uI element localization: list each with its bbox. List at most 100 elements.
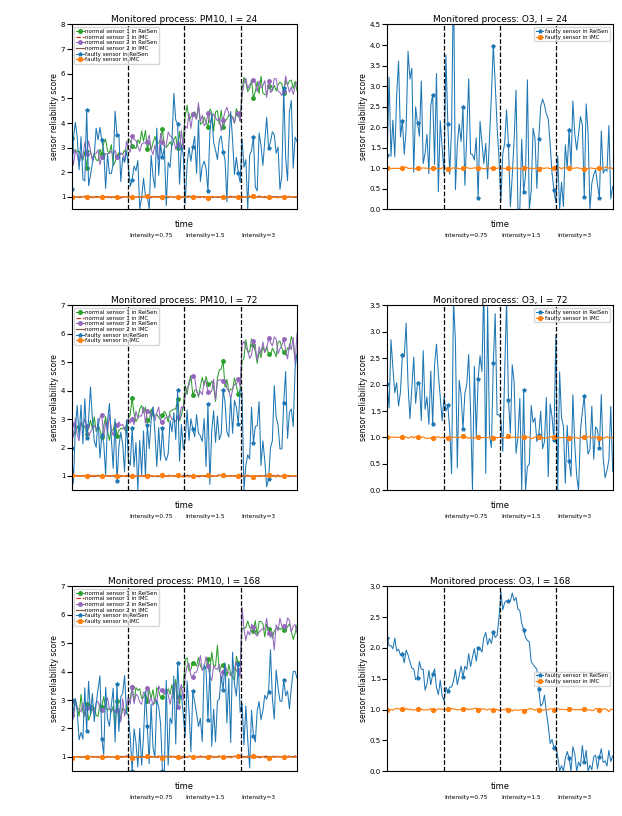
faulty sensor in RelSen (134, 486, 142, 495)
normal sensor 1 in IMC (287, 472, 295, 481)
faulty sensor in IMC (162, 191, 170, 201)
faulty sensor in RelSen (68, 695, 75, 705)
faulty sensor in IMC (128, 471, 136, 481)
normal sensor 2 in IMC (178, 753, 185, 763)
faulty sensor in IMC (248, 193, 255, 202)
normal sensor 1 in IMC (115, 471, 123, 481)
faulty sensor in RelSen (383, 150, 391, 160)
faulty sensor in IMC (565, 163, 573, 173)
faulty sensor in IMC (225, 193, 233, 202)
Title: Monitored process: O3, l = 24: Monitored process: O3, l = 24 (433, 15, 567, 24)
normal sensor 1 in IMC (195, 193, 202, 202)
faulty sensor in IMC (383, 163, 391, 173)
faulty sensor in RelSen (115, 441, 123, 451)
faulty sensor in IMC (402, 162, 410, 172)
faulty sensor in IMC (609, 432, 616, 442)
Y-axis label: sensor reliability score: sensor reliability score (360, 636, 368, 722)
normal sensor 1 in RelSen (294, 620, 301, 630)
faulty sensor in RelSen (565, 125, 573, 135)
faulty sensor in IMC (227, 753, 234, 763)
faulty sensor in RelSen (115, 726, 123, 736)
faulty sensor in RelSen (195, 721, 202, 731)
faulty sensor in RelSen (480, 277, 488, 286)
faulty sensor in IMC (383, 432, 391, 442)
normal sensor 1 in RelSen (289, 338, 297, 348)
Text: Intensity=1.5: Intensity=1.5 (501, 514, 541, 519)
faulty sensor in IMC (128, 192, 136, 202)
faulty sensor in RelSen (280, 82, 287, 92)
faulty sensor in RelSen (131, 724, 138, 734)
normal sensor 1 in IMC (193, 752, 200, 762)
faulty sensor in IMC (565, 432, 573, 442)
normal sensor 2 in RelSen (287, 345, 295, 355)
faulty sensor in IMC (68, 193, 75, 202)
normal sensor 1 in RelSen (131, 697, 138, 707)
normal sensor 1 in IMC (128, 471, 136, 481)
faulty sensor in IMC (289, 752, 297, 762)
faulty sensor in IMC (448, 163, 455, 173)
normal sensor 2 in IMC (225, 471, 233, 481)
normal sensor 1 in IMC (128, 192, 136, 202)
X-axis label: time: time (175, 783, 194, 792)
faulty sensor in RelSen (514, 204, 522, 214)
faulty sensor in RelSen (136, 204, 144, 214)
X-axis label: time: time (175, 501, 194, 510)
Line: normal sensor 2 in RelSen: normal sensor 2 in RelSen (70, 331, 299, 442)
Text: Intensity=1.5: Intensity=1.5 (185, 233, 225, 238)
Text: Intensity=0.75: Intensity=0.75 (129, 795, 172, 800)
Text: Intensity=0.75: Intensity=0.75 (445, 233, 488, 238)
normal sensor 1 in IMC (251, 753, 259, 763)
faulty sensor in RelSen (267, 645, 274, 654)
normal sensor 1 in IMC (68, 752, 75, 761)
Line: normal sensor 1 in IMC: normal sensor 1 in IMC (72, 196, 297, 198)
Text: Intensity=0.75: Intensity=0.75 (445, 514, 488, 519)
faulty sensor in IMC (294, 193, 301, 202)
faulty sensor in RelSen (513, 449, 520, 459)
Title: Monitored process: O3, l = 168: Monitored process: O3, l = 168 (430, 577, 570, 586)
faulty sensor in RelSen (383, 379, 391, 389)
Text: Intensity=1.5: Intensity=1.5 (185, 795, 225, 800)
normal sensor 1 in IMC (287, 752, 295, 761)
faulty sensor in RelSen (609, 751, 616, 761)
faulty sensor in IMC (383, 705, 391, 715)
faulty sensor in IMC (274, 193, 282, 203)
normal sensor 2 in RelSen (294, 328, 301, 338)
Legend: normal sensor 1 in RelSen, normal sensor 1 in IMC, normal sensor 2 in RelSen, no: normal sensor 1 in RelSen, normal sensor… (74, 27, 159, 64)
Line: normal sensor 1 in IMC: normal sensor 1 in IMC (72, 475, 297, 477)
faulty sensor in IMC (412, 164, 419, 174)
faulty sensor in RelSen (115, 130, 123, 140)
faulty sensor in RelSen (289, 667, 297, 676)
faulty sensor in RelSen (128, 766, 136, 776)
faulty sensor in IMC (605, 432, 613, 442)
Title: Monitored process: PM10, l = 72: Monitored process: PM10, l = 72 (111, 295, 258, 304)
normal sensor 2 in IMC (240, 472, 248, 482)
faulty sensor in IMC (115, 472, 123, 481)
Line: normal sensor 1 in RelSen: normal sensor 1 in RelSen (70, 74, 299, 169)
faulty sensor in RelSen (248, 706, 255, 716)
normal sensor 2 in IMC (193, 472, 200, 481)
faulty sensor in IMC (225, 752, 233, 762)
normal sensor 2 in RelSen (68, 419, 75, 429)
Y-axis label: sensor reliability score: sensor reliability score (50, 354, 59, 441)
normal sensor 1 in RelSen (68, 428, 75, 437)
faulty sensor in RelSen (511, 596, 518, 605)
faulty sensor in IMC (542, 163, 550, 173)
Line: normal sensor 1 in RelSen: normal sensor 1 in RelSen (70, 619, 299, 729)
faulty sensor in IMC (444, 704, 452, 714)
faulty sensor in IMC (541, 705, 548, 715)
faulty sensor in RelSen (605, 121, 613, 131)
normal sensor 2 in RelSen (248, 78, 255, 88)
Line: faulty sensor in IMC: faulty sensor in IMC (385, 434, 615, 441)
Y-axis label: sensor reliability score: sensor reliability score (50, 73, 59, 160)
faulty sensor in IMC (227, 471, 234, 481)
Line: normal sensor 2 in IMC: normal sensor 2 in IMC (72, 756, 297, 758)
normal sensor 2 in IMC (117, 193, 124, 202)
faulty sensor in IMC (197, 471, 204, 481)
faulty sensor in RelSen (128, 423, 136, 432)
normal sensor 1 in RelSen (195, 101, 202, 111)
normal sensor 2 in RelSen (225, 667, 233, 677)
normal sensor 1 in IMC (193, 471, 200, 481)
faulty sensor in IMC (289, 471, 297, 481)
normal sensor 2 in IMC (131, 193, 138, 202)
normal sensor 1 in IMC (225, 192, 233, 202)
